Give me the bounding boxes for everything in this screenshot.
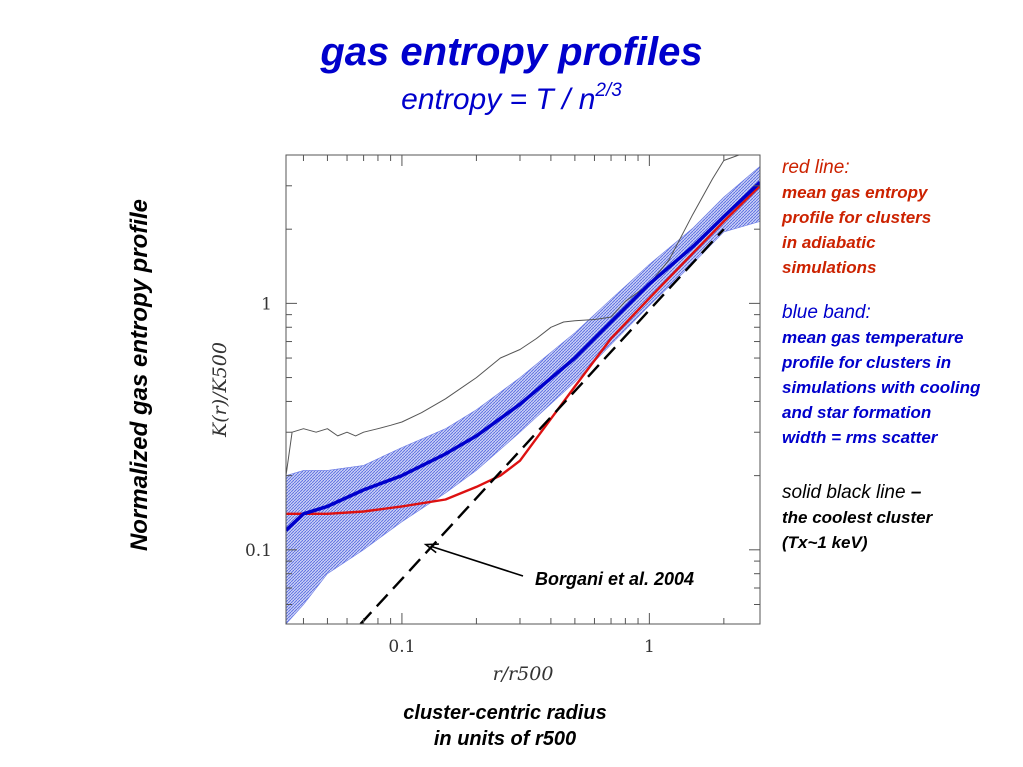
red-series-line (286, 184, 760, 515)
legend-red-line: in adiabatic (782, 233, 876, 252)
slide-subtitle: entropy = T / n2/3 (0, 80, 1023, 117)
legend-black-dash: – (910, 482, 922, 503)
bottom-label-line: cluster-centric radius (403, 702, 607, 724)
x-tick-label: 0.1 (388, 637, 415, 657)
dashed-series-line (359, 228, 725, 624)
subtitle-exponent: 2/3 (595, 80, 622, 101)
y-axis-label: K(r)/K500 (209, 342, 231, 438)
legend-blue-line: mean gas temperature (782, 328, 964, 347)
legend-black-line: the coolest cluster (782, 508, 933, 527)
legend-black-line: (Tx~1 keV) (782, 533, 868, 552)
legend-red-line: mean gas entropy (782, 183, 928, 202)
bottom-label: cluster-centric radius in units of r500 (330, 700, 680, 752)
x-tick-label: 1 (644, 637, 655, 657)
x-axis-label: r/r500 (493, 663, 554, 685)
bottom-label-line: in units of r500 (433, 728, 577, 750)
subtitle-base: entropy = T / n (401, 83, 596, 116)
annotation-layer: Borgani et al. 2004 (423, 543, 694, 589)
slide-title: gas entropy profiles (320, 30, 703, 74)
legend-blue-head: blue band: (782, 302, 871, 323)
legend-red-line: profile for clusters (782, 208, 932, 227)
axis-layer: 0.1 1 0.1 1 r/r500 K(r)/K500 (209, 154, 761, 685)
scatter-band (286, 165, 760, 624)
legend-black-head-text: solid black line (782, 482, 906, 503)
annotation-arrowhead (423, 543, 439, 554)
plot-frame (285, 154, 761, 625)
y-tick-label: 0.1 (245, 541, 272, 561)
legend-red: red line: mean gas entropy profile for c… (782, 155, 931, 280)
y-tick-label: 1 (261, 294, 272, 314)
legend-blue-line: simulations with cooling (782, 378, 981, 397)
thick-series-line (286, 181, 760, 532)
legend-red-head: red line: (782, 157, 850, 178)
legend-red-line: simulations (782, 258, 877, 277)
legend-black-head: solid black line – (782, 480, 932, 505)
legend-blue: blue band: mean gas temperature profile … (782, 300, 980, 450)
thin-series-line (286, 155, 740, 476)
legend-black: solid black line – the coolest cluster (… (782, 480, 932, 555)
legend-blue-line: profile for clusters in (782, 353, 952, 372)
plot-layer (286, 155, 760, 624)
annotation-arrow (431, 545, 524, 577)
annotation-text: Borgani et al. 2004 (535, 569, 694, 589)
legend-blue-line: width = rms scatter (782, 428, 938, 447)
legend-blue-line: and star formation (782, 403, 932, 422)
